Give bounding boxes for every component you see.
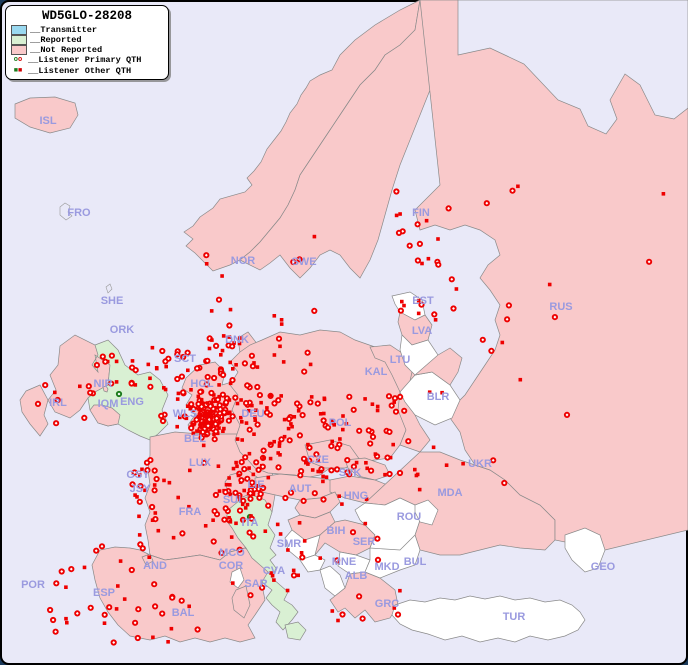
svg-text:LUX: LUX (189, 457, 212, 469)
svg-text:UKR: UKR (468, 458, 492, 470)
svg-text:POL: POL (329, 417, 352, 429)
svg-text:BIH: BIH (327, 525, 346, 537)
svg-text:COR: COR (219, 560, 244, 572)
svg-text:SMR: SMR (277, 538, 302, 550)
svg-text:FRA: FRA (179, 506, 202, 518)
svg-text:RUS: RUS (549, 301, 572, 313)
svg-text:GEO: GEO (591, 561, 616, 573)
svg-text:MNE: MNE (332, 556, 356, 568)
svg-text:NOR: NOR (231, 255, 256, 267)
svg-text:FIN: FIN (412, 207, 430, 219)
svg-text:MDA: MDA (437, 487, 462, 499)
svg-text:JSY: JSY (130, 483, 151, 495)
svg-text:NIR: NIR (94, 378, 113, 390)
svg-text:BUL: BUL (404, 556, 427, 568)
svg-text:DNK: DNK (225, 334, 249, 346)
svg-text:LVA: LVA (412, 325, 432, 337)
svg-text:EST: EST (412, 295, 434, 307)
svg-text:KAL: KAL (365, 366, 388, 378)
svg-text:HOL: HOL (190, 378, 214, 390)
svg-text:MCO: MCO (219, 547, 245, 559)
svg-text:TUR: TUR (503, 611, 526, 623)
svg-text:LTU: LTU (390, 354, 411, 366)
svg-text:IRL: IRL (49, 397, 67, 409)
svg-text:MKD: MKD (374, 561, 399, 573)
svg-text:BAL: BAL (172, 607, 195, 619)
svg-text:SAR: SAR (244, 578, 267, 590)
svg-text:WLS: WLS (173, 408, 197, 420)
svg-text:AND: AND (143, 560, 167, 572)
svg-text:IQM: IQM (98, 398, 119, 410)
svg-text:ISL: ISL (39, 115, 56, 127)
svg-text:SVK: SVK (339, 467, 362, 479)
svg-text:CVA: CVA (263, 565, 285, 577)
svg-text:BLR: BLR (427, 391, 450, 403)
svg-text:FRO: FRO (67, 207, 91, 219)
svg-text:ROU: ROU (397, 511, 422, 523)
svg-text:ITA: ITA (242, 517, 259, 529)
svg-text:SER: SER (353, 536, 376, 548)
svg-text:GSY: GSY (126, 469, 150, 481)
svg-text:HNG: HNG (344, 490, 368, 502)
svg-text:ALB: ALB (345, 570, 368, 582)
svg-text:SUI: SUI (223, 494, 241, 506)
svg-text:ORK: ORK (110, 324, 135, 336)
svg-text:DEU: DEU (241, 408, 264, 420)
svg-text:ENG: ENG (120, 396, 144, 408)
svg-text:POR: POR (21, 579, 45, 591)
svg-text:SHE: SHE (101, 295, 124, 307)
svg-text:LIE: LIE (247, 479, 264, 491)
svg-text:SCT: SCT (174, 353, 196, 365)
svg-text:BEL: BEL (184, 433, 206, 445)
svg-text:CZE: CZE (307, 454, 329, 466)
svg-text:GRC: GRC (375, 598, 400, 610)
svg-text:AUT: AUT (289, 483, 312, 495)
svg-text:SWE: SWE (291, 256, 316, 268)
svg-text:ESP: ESP (93, 587, 115, 599)
